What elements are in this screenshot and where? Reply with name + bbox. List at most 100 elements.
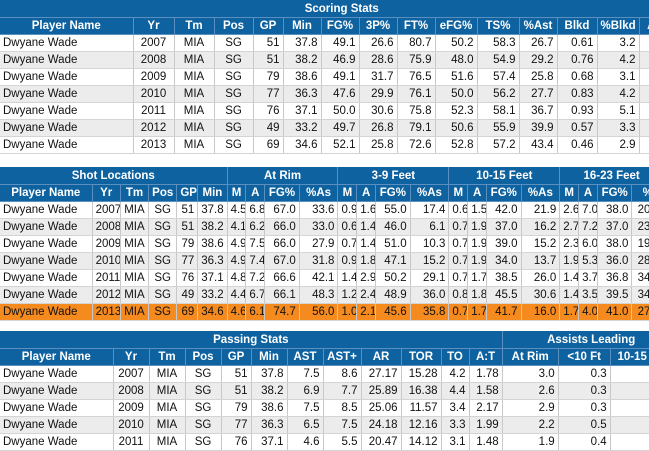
player-name-cell[interactable]: Dwyane Wade xyxy=(0,136,134,154)
shot-col-header[interactable]: %As xyxy=(521,184,561,202)
stat-cell: 0.61 xyxy=(557,34,598,52)
shot-col-header[interactable]: A xyxy=(245,184,266,202)
passing-col-header[interactable]: AR xyxy=(361,348,402,366)
passing-col-header[interactable]: Tm xyxy=(149,348,186,366)
passing-col-header[interactable]: A:T xyxy=(469,348,503,366)
passing-col-header[interactable]: TO xyxy=(441,348,470,366)
scoring-col-header[interactable]: Pos xyxy=(214,17,254,35)
stat-cell: 52.3 xyxy=(435,102,478,120)
shot-col-header[interactable]: FG% xyxy=(264,184,300,202)
passing-col-header[interactable]: <10 Ft xyxy=(558,348,611,366)
stat-cell: 2008 xyxy=(133,51,175,69)
player-name-cell[interactable]: Dwyane Wade xyxy=(0,399,114,417)
shot-col-header[interactable]: Pos xyxy=(148,184,178,202)
player-name-cell[interactable]: Dwyane Wade xyxy=(0,51,134,69)
scoring-stats-title: Scoring Stats xyxy=(0,0,649,18)
player-name-cell[interactable]: Dwyane Wade xyxy=(0,365,114,383)
shot-col-header[interactable]: %As xyxy=(410,184,450,202)
player-name-cell[interactable]: Dwyane Wade xyxy=(0,433,114,451)
stat-cell: 0.7 xyxy=(448,303,469,321)
table-row: Dwyane Wade 2011 MIA SG 76 37.1 4.6 5.5 20.47 14.… xyxy=(0,433,649,451)
passing-col-header[interactable]: Player Name xyxy=(0,348,114,366)
shot-col-header[interactable]: Min xyxy=(197,184,228,202)
stat-cell: 33.6 xyxy=(299,201,339,219)
scoring-col-header[interactable]: GP xyxy=(253,17,284,35)
shot-col-header[interactable]: GP xyxy=(176,184,199,202)
stat-cell: 2012 xyxy=(92,286,121,304)
stat-cell: 37.8 xyxy=(251,365,288,383)
passing-col-header[interactable]: Min xyxy=(251,348,288,366)
shot-col-header[interactable]: %As xyxy=(299,184,339,202)
stat-cell: 15.2 xyxy=(521,235,561,253)
passing-col-header[interactable]: GP xyxy=(221,348,252,366)
player-name-cell[interactable]: Dwyane Wade xyxy=(0,269,93,287)
player-name-cell[interactable]: Dwyane Wade xyxy=(0,201,93,219)
stat-cell: 1.9 xyxy=(467,218,488,236)
shot-col-header[interactable]: M xyxy=(559,184,580,202)
shot-col-header[interactable]: Yr xyxy=(92,184,121,202)
player-name-cell[interactable]: Dwyane Wade xyxy=(0,235,93,253)
player-name-cell[interactable]: Dwyane Wade xyxy=(0,34,134,52)
shot-col-header[interactable]: A xyxy=(356,184,377,202)
scoring-col-header[interactable]: FG% xyxy=(321,17,360,35)
shot-col-header[interactable]: A xyxy=(467,184,488,202)
scoring-col-header[interactable]: Yr xyxy=(133,17,175,35)
shot-col-header[interactable]: Player Name xyxy=(0,184,93,202)
shot-col-header[interactable]: % xyxy=(631,184,649,202)
player-name-cell[interactable]: Dwyane Wade xyxy=(0,68,134,86)
player-name-cell[interactable]: Dwyane Wade xyxy=(0,102,134,120)
shot-col-header[interactable]: M xyxy=(337,184,358,202)
stat-cell: 6.9 xyxy=(287,382,324,400)
scoring-col-header[interactable]: %Blkd xyxy=(597,17,640,35)
player-name-cell[interactable]: Dwyane Wade xyxy=(0,303,93,321)
passing-col-header[interactable]: 10-15 Ft xyxy=(610,348,649,366)
player-name-cell[interactable]: Dwyane Wade xyxy=(0,416,114,434)
scoring-col-header[interactable]: 3P% xyxy=(359,17,398,35)
stat-cell: 1.02 xyxy=(639,51,649,69)
stat-cell: 1.9 xyxy=(467,252,488,270)
scoring-col-header[interactable]: Blkd xyxy=(557,17,598,35)
passing-col-header[interactable]: AST xyxy=(287,348,324,366)
player-name-cell[interactable]: Dwyane Wade xyxy=(0,85,134,103)
passing-col-header[interactable]: Yr xyxy=(113,348,150,366)
stat-cell: 49.1 xyxy=(321,68,360,86)
player-name-cell[interactable]: Dwyane Wade xyxy=(0,252,93,270)
shot-col-header[interactable]: A xyxy=(578,184,598,202)
player-name-cell[interactable]: Dwyane Wade xyxy=(0,286,93,304)
shot-col-header[interactable]: FG% xyxy=(375,184,411,202)
passing-col-header[interactable]: AST+ xyxy=(323,348,362,366)
stat-cell: 1.0 xyxy=(337,303,358,321)
scoring-col-header[interactable]: %Ast xyxy=(519,17,558,35)
stat-cell: 2.4 xyxy=(356,286,377,304)
scoring-col-header[interactable]: Tm xyxy=(174,17,215,35)
scoring-col-header[interactable]: And1 xyxy=(639,17,649,35)
stat-cell: 11.57 xyxy=(401,399,442,417)
passing-col-header[interactable]: At Rim xyxy=(502,348,559,366)
shot-col-header[interactable]: Tm xyxy=(120,184,150,202)
scoring-col-header[interactable]: Min xyxy=(283,17,322,35)
player-name-cell[interactable]: Dwyane Wade xyxy=(0,382,114,400)
player-name-cell[interactable]: Dwyane Wade xyxy=(0,218,93,236)
shot-col-header[interactable]: M xyxy=(448,184,469,202)
passing-header-row: Player Name Yr Tm Pos GP Min AST AST+ AR TOR TO A:T… xyxy=(0,348,649,366)
stat-cell: SG xyxy=(214,85,254,103)
stat-cell: 38.2 xyxy=(251,382,288,400)
stat-cell: 69 xyxy=(176,303,199,321)
shot-col-header[interactable]: FG% xyxy=(597,184,633,202)
passing-col-header[interactable]: Pos xyxy=(185,348,222,366)
shot-col-header[interactable]: M xyxy=(227,184,247,202)
passing-col-header[interactable]: TOR xyxy=(401,348,442,366)
stat-cell: 0.93 xyxy=(557,102,598,120)
stat-cell: 8.5 xyxy=(323,399,362,417)
stat-cell: 76 xyxy=(253,102,284,120)
stat-cell: 29.9 xyxy=(359,85,398,103)
shot-col-header[interactable]: FG% xyxy=(486,184,522,202)
scoring-col-header[interactable]: Player Name xyxy=(0,17,134,35)
stat-cell: SG xyxy=(185,416,222,434)
scoring-col-header[interactable]: FT% xyxy=(397,17,436,35)
stat-cell: 2013 xyxy=(92,303,121,321)
scoring-col-header[interactable]: TS% xyxy=(477,17,520,35)
player-name-cell[interactable]: Dwyane Wade xyxy=(0,119,134,137)
scoring-col-header[interactable]: eFG% xyxy=(435,17,478,35)
stat-cell: 38.2 xyxy=(283,51,322,69)
